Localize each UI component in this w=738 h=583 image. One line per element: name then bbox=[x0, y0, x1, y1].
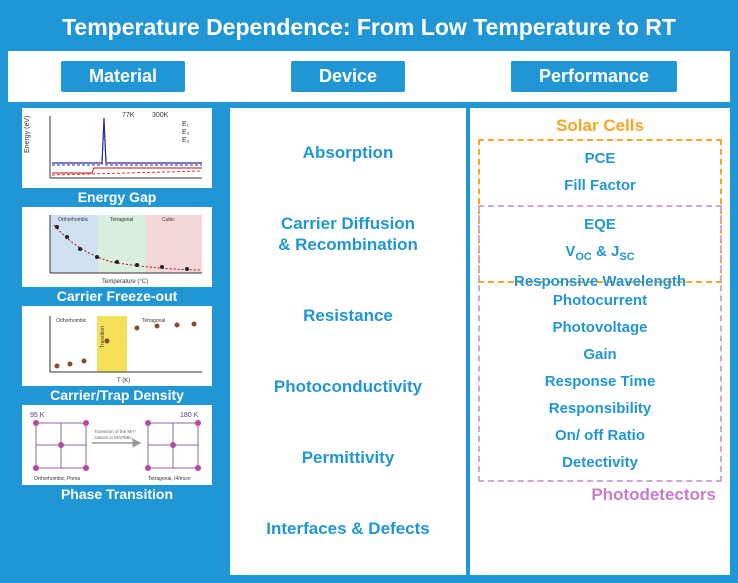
freezeout-thumb: Orthorhombic Tetragonal Cubic Temperatur… bbox=[22, 207, 212, 287]
svg-text:cations in MAPbBr₃: cations in MAPbBr₃ bbox=[94, 435, 133, 440]
solar-cells-title: Solar Cells bbox=[478, 116, 722, 136]
svg-text:Tetragonal: Tetragonal bbox=[142, 318, 165, 324]
svg-text:Orthorhombic: Orthorhombic bbox=[58, 217, 89, 223]
perf-item: Gain bbox=[480, 341, 720, 368]
perf-item: Responsibility bbox=[480, 395, 720, 422]
header-device: Device bbox=[291, 61, 405, 92]
perf-item: PCE bbox=[480, 145, 720, 172]
svg-text:77K: 77K bbox=[122, 112, 135, 119]
material-label: Carrier/Trap Density bbox=[50, 387, 184, 403]
material-item: 95 K 180 K bbox=[8, 405, 226, 502]
material-label: Energy Gap bbox=[78, 189, 157, 205]
svg-text:E₁: E₁ bbox=[182, 121, 190, 128]
material-item: Orthorhombic Tetragonal Transition T (K)… bbox=[8, 306, 226, 403]
device-item: Resistance bbox=[303, 306, 393, 326]
performance-column: Solar Cells PCE Fill Factor EQE VOC & JS… bbox=[470, 108, 730, 575]
perf-item: Responsive Wavelength bbox=[480, 268, 720, 295]
perf-item: Response Time bbox=[480, 368, 720, 395]
material-column: 77K 300K E₁ E₂ E₃ Energy (eV) Energy Gap bbox=[8, 108, 226, 575]
svg-text:Temperature (°C): Temperature (°C) bbox=[102, 279, 148, 285]
svg-text:95 K: 95 K bbox=[30, 412, 45, 419]
photodetectors-title: Photodetectors bbox=[478, 485, 722, 505]
page-title: Temperature Dependence: From Low Tempera… bbox=[8, 8, 730, 47]
device-item: Interfaces & Defects bbox=[266, 519, 429, 539]
density-thumb: Orthorhombic Tetragonal Transition T (K) bbox=[22, 306, 212, 386]
material-label: Phase Transition bbox=[61, 486, 173, 502]
device-item: Photoconductivity bbox=[274, 377, 422, 397]
material-item: 77K 300K E₁ E₂ E₃ Energy (eV) Energy Gap bbox=[8, 108, 226, 205]
svg-text:Transition: Transition bbox=[100, 326, 106, 348]
header-performance: Performance bbox=[511, 61, 677, 92]
svg-text:T (K): T (K) bbox=[117, 378, 130, 384]
photodetectors-box: EQE VOC & JSC Responsive Wavelength Phot… bbox=[478, 205, 722, 482]
phase-thumb: 95 K 180 K bbox=[22, 405, 212, 485]
material-item: Orthorhombic Tetragonal Cubic Temperatur… bbox=[8, 207, 226, 304]
density-chart-icon: Orthorhombic Tetragonal Transition T (K) bbox=[22, 306, 212, 386]
perf-item: Detectivity bbox=[480, 449, 720, 476]
svg-text:Orthorhombic, Pnma: Orthorhombic, Pnma bbox=[34, 476, 80, 482]
svg-text:E₂: E₂ bbox=[182, 129, 190, 136]
perf-item: VOC & JSC bbox=[480, 238, 720, 268]
svg-text:180 K: 180 K bbox=[180, 412, 199, 419]
device-item: Absorption bbox=[303, 143, 394, 163]
perf-item: On/ off Ratio bbox=[480, 422, 720, 449]
svg-text:Orthorhombic: Orthorhombic bbox=[56, 318, 87, 324]
svg-text:Tetragonal: Tetragonal bbox=[110, 217, 133, 223]
svg-text:300K: 300K bbox=[152, 112, 169, 119]
perf-item: Fill Factor bbox=[480, 172, 720, 199]
device-item: Carrier Diffusion& Recombination bbox=[278, 214, 418, 255]
svg-text:Transition of the MA⁺: Transition of the MA⁺ bbox=[94, 429, 137, 434]
svg-text:Tetragonal, I4/mcm: Tetragonal, I4/mcm bbox=[148, 476, 191, 482]
energy-gap-thumb: 77K 300K E₁ E₂ E₃ Energy (eV) bbox=[22, 108, 212, 188]
device-item: Permittivity bbox=[302, 448, 395, 468]
header-material: Material bbox=[61, 61, 185, 92]
header-row: Material Device Performance bbox=[8, 51, 730, 102]
perf-item: EQE bbox=[480, 211, 720, 238]
energy-chart-icon: 77K 300K E₁ E₂ E₃ Energy (eV) bbox=[22, 108, 212, 188]
freezeout-chart-icon: Orthorhombic Tetragonal Cubic Temperatur… bbox=[22, 207, 212, 287]
phase-diagram-icon: 95 K 180 K bbox=[22, 405, 212, 485]
perf-item: Photovoltage bbox=[480, 314, 720, 341]
svg-text:Cubic: Cubic bbox=[162, 217, 175, 223]
svg-text:Energy (eV): Energy (eV) bbox=[24, 116, 31, 153]
device-column: Absorption Carrier Diffusion& Recombinat… bbox=[230, 108, 466, 575]
svg-text:E₃: E₃ bbox=[182, 137, 190, 144]
material-label: Carrier Freeze-out bbox=[57, 288, 178, 304]
